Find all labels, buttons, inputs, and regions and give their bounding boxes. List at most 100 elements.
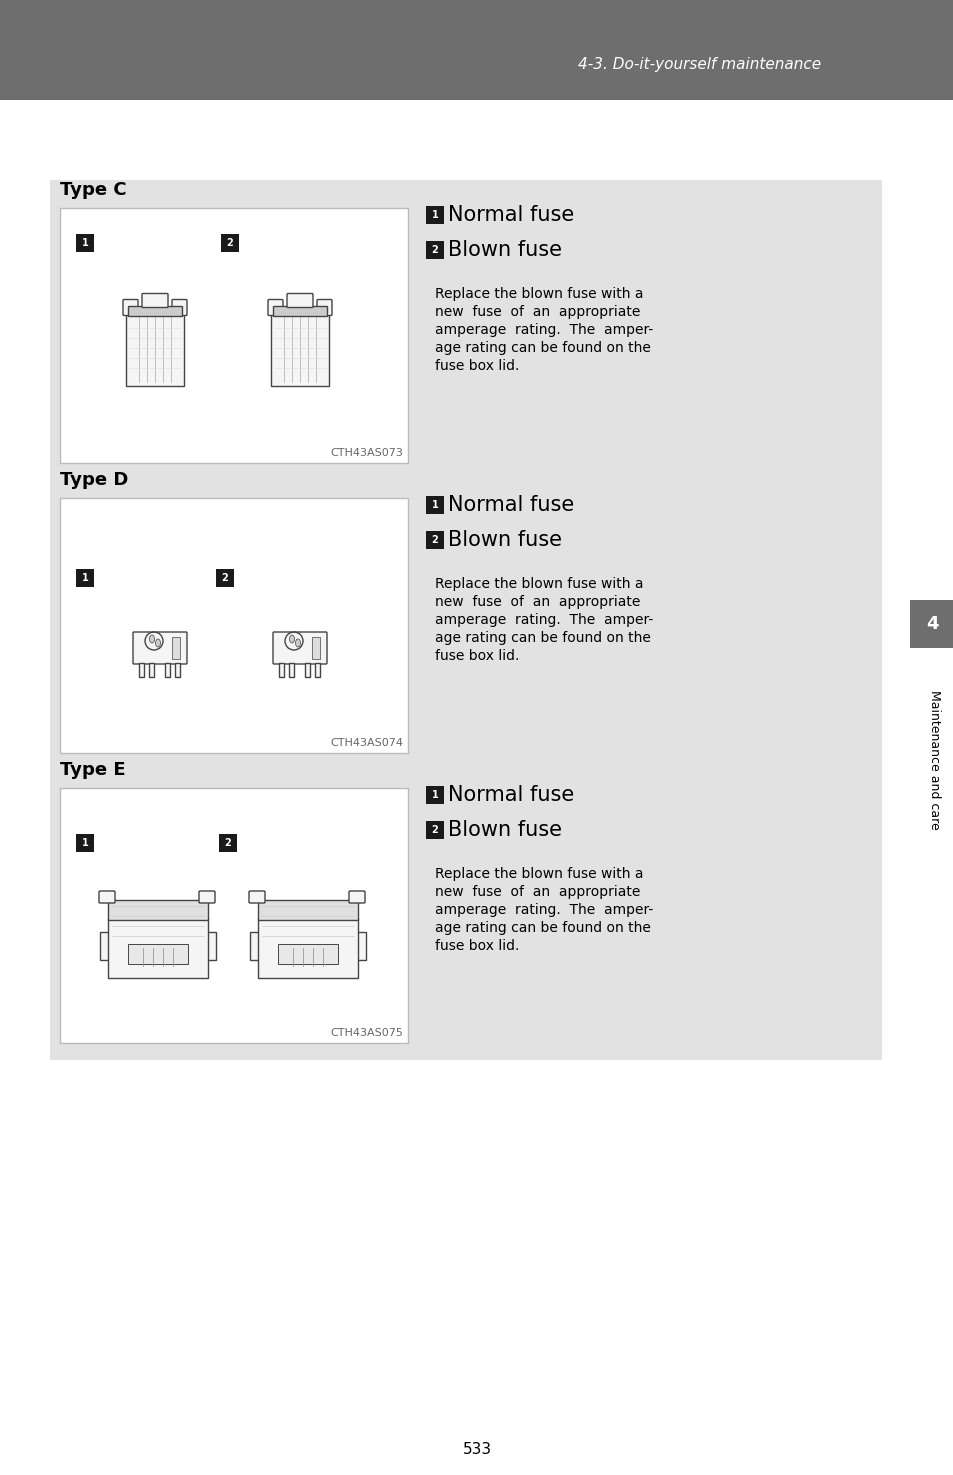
FancyBboxPatch shape xyxy=(128,305,182,316)
FancyBboxPatch shape xyxy=(0,100,953,1475)
FancyBboxPatch shape xyxy=(909,600,953,648)
FancyBboxPatch shape xyxy=(142,294,168,307)
Text: 1: 1 xyxy=(82,572,89,583)
FancyBboxPatch shape xyxy=(108,900,208,920)
Text: CTH43AS073: CTH43AS073 xyxy=(330,448,402,459)
FancyBboxPatch shape xyxy=(0,0,953,100)
Text: 1: 1 xyxy=(431,791,438,799)
Text: new  fuse  of  an  appropriate: new fuse of an appropriate xyxy=(435,885,639,898)
FancyBboxPatch shape xyxy=(219,833,236,853)
FancyBboxPatch shape xyxy=(60,788,408,1043)
Text: Replace the blown fuse with a: Replace the blown fuse with a xyxy=(435,577,643,591)
Text: Maintenance and care: Maintenance and care xyxy=(927,690,941,830)
FancyBboxPatch shape xyxy=(175,662,180,677)
FancyBboxPatch shape xyxy=(271,311,329,385)
FancyBboxPatch shape xyxy=(426,240,443,260)
Text: Normal fuse: Normal fuse xyxy=(448,496,574,515)
Text: 2: 2 xyxy=(431,825,438,835)
FancyBboxPatch shape xyxy=(132,631,187,664)
Text: 2: 2 xyxy=(224,838,232,848)
FancyBboxPatch shape xyxy=(426,207,443,224)
Text: 2: 2 xyxy=(431,245,438,255)
FancyBboxPatch shape xyxy=(279,662,284,677)
FancyBboxPatch shape xyxy=(60,208,408,463)
Ellipse shape xyxy=(289,636,294,643)
FancyBboxPatch shape xyxy=(289,662,294,677)
Text: Type D: Type D xyxy=(60,471,129,490)
FancyBboxPatch shape xyxy=(277,944,337,965)
Text: Blown fuse: Blown fuse xyxy=(448,820,561,839)
Text: Blown fuse: Blown fuse xyxy=(448,240,561,260)
Text: 1: 1 xyxy=(82,237,89,248)
Text: 1: 1 xyxy=(431,500,438,510)
Text: 2: 2 xyxy=(431,535,438,544)
FancyBboxPatch shape xyxy=(150,662,154,677)
Text: 4: 4 xyxy=(924,615,937,633)
Text: age rating can be found on the: age rating can be found on the xyxy=(435,631,650,645)
FancyBboxPatch shape xyxy=(60,499,408,754)
FancyBboxPatch shape xyxy=(349,891,365,903)
Text: Normal fuse: Normal fuse xyxy=(448,205,574,226)
Text: 2: 2 xyxy=(227,237,233,248)
Text: Replace the blown fuse with a: Replace the blown fuse with a xyxy=(435,288,643,301)
FancyBboxPatch shape xyxy=(50,180,882,1061)
FancyBboxPatch shape xyxy=(249,891,265,903)
FancyBboxPatch shape xyxy=(76,833,94,853)
Text: age rating can be found on the: age rating can be found on the xyxy=(435,920,650,935)
Text: 2: 2 xyxy=(221,572,228,583)
Text: amperage  rating.  The  amper-: amperage rating. The amper- xyxy=(435,323,653,336)
FancyBboxPatch shape xyxy=(76,235,94,252)
FancyBboxPatch shape xyxy=(250,932,264,960)
Text: Type C: Type C xyxy=(60,181,127,199)
FancyBboxPatch shape xyxy=(426,496,443,513)
FancyBboxPatch shape xyxy=(305,662,310,677)
FancyBboxPatch shape xyxy=(126,311,184,385)
Text: Type E: Type E xyxy=(60,761,126,779)
Text: fuse box lid.: fuse box lid. xyxy=(435,358,518,373)
Text: new  fuse  of  an  appropriate: new fuse of an appropriate xyxy=(435,594,639,609)
FancyBboxPatch shape xyxy=(426,822,443,839)
FancyBboxPatch shape xyxy=(273,631,327,664)
FancyBboxPatch shape xyxy=(268,299,283,316)
FancyBboxPatch shape xyxy=(123,299,138,316)
FancyBboxPatch shape xyxy=(202,932,215,960)
FancyBboxPatch shape xyxy=(199,891,214,903)
FancyBboxPatch shape xyxy=(99,891,115,903)
FancyBboxPatch shape xyxy=(257,917,357,978)
FancyBboxPatch shape xyxy=(257,900,357,920)
Text: CTH43AS075: CTH43AS075 xyxy=(330,1028,402,1038)
FancyBboxPatch shape xyxy=(100,932,113,960)
FancyBboxPatch shape xyxy=(172,299,187,316)
FancyBboxPatch shape xyxy=(315,662,320,677)
FancyBboxPatch shape xyxy=(221,235,239,252)
FancyBboxPatch shape xyxy=(128,944,188,965)
Text: 1: 1 xyxy=(82,838,89,848)
FancyBboxPatch shape xyxy=(352,932,366,960)
Text: amperage  rating.  The  amper-: amperage rating. The amper- xyxy=(435,903,653,917)
FancyBboxPatch shape xyxy=(76,569,94,587)
FancyBboxPatch shape xyxy=(215,569,233,587)
Text: 4-3. Do-it-yourself maintenance: 4-3. Do-it-yourself maintenance xyxy=(578,58,821,72)
Text: Replace the blown fuse with a: Replace the blown fuse with a xyxy=(435,867,643,881)
FancyBboxPatch shape xyxy=(426,786,443,804)
Ellipse shape xyxy=(295,639,300,648)
Text: age rating can be found on the: age rating can be found on the xyxy=(435,341,650,355)
Text: CTH43AS074: CTH43AS074 xyxy=(330,738,402,748)
Text: Normal fuse: Normal fuse xyxy=(448,785,574,805)
FancyBboxPatch shape xyxy=(316,299,332,316)
FancyBboxPatch shape xyxy=(312,637,319,659)
Text: amperage  rating.  The  amper-: amperage rating. The amper- xyxy=(435,614,653,627)
Text: fuse box lid.: fuse box lid. xyxy=(435,649,518,662)
Ellipse shape xyxy=(150,636,154,643)
FancyBboxPatch shape xyxy=(139,662,144,677)
Text: 1: 1 xyxy=(431,209,438,220)
Text: fuse box lid.: fuse box lid. xyxy=(435,940,518,953)
Ellipse shape xyxy=(155,639,160,648)
FancyBboxPatch shape xyxy=(426,531,443,549)
FancyBboxPatch shape xyxy=(287,294,313,307)
Text: Blown fuse: Blown fuse xyxy=(448,530,561,550)
FancyBboxPatch shape xyxy=(273,305,327,316)
FancyBboxPatch shape xyxy=(172,637,180,659)
Text: 533: 533 xyxy=(462,1443,491,1457)
FancyBboxPatch shape xyxy=(165,662,171,677)
